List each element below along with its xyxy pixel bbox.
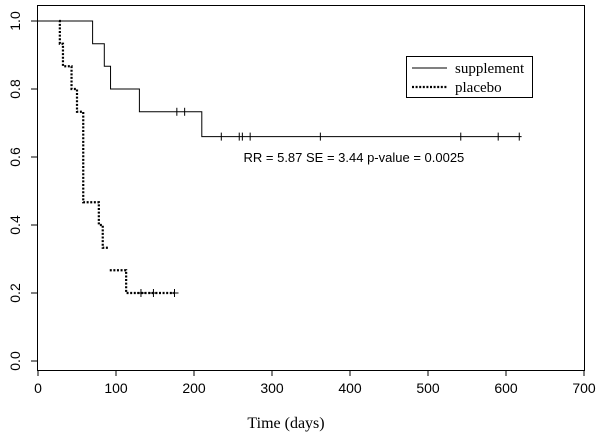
x-tick-label: 400 <box>338 380 362 396</box>
legend-label-placebo: placebo <box>455 80 502 96</box>
censor-mark-placebo <box>170 289 179 297</box>
plot-frame <box>37 5 585 371</box>
y-tick-label: 0.2 <box>7 283 23 303</box>
censor-mark-placebo <box>136 289 145 297</box>
y-tick-label: 0.4 <box>7 215 23 235</box>
x-tick-label: 700 <box>572 380 596 396</box>
y-tick-label: 0.0 <box>7 351 23 371</box>
censor-mark-placebo <box>149 289 158 297</box>
series-line-placebo-tail <box>109 269 175 295</box>
series-line-placebo <box>58 19 109 249</box>
x-tick-label: 500 <box>416 380 440 396</box>
y-tick-label: 0.6 <box>7 147 23 167</box>
x-tick-label: 100 <box>104 380 128 396</box>
legend-label-supplement: supplement <box>455 61 525 77</box>
x-axis-title: Time (days) <box>247 415 324 432</box>
y-axis: 0.0 0.2 0.4 0.6 0.8 1.0 <box>7 11 37 371</box>
y-tick-label: 0.8 <box>7 79 23 99</box>
x-tick-label: 0 <box>34 380 42 396</box>
y-tick-label: 1.0 <box>7 11 23 31</box>
x-axis: 0 100 200 300 400 500 600 700 <box>34 370 596 396</box>
legend: supplement placebo <box>406 56 533 98</box>
legend-box <box>406 56 533 98</box>
x-tick-label: 300 <box>260 380 284 396</box>
series-layer <box>38 19 522 297</box>
stats-annotation: RR = 5.87 SE = 3.44 p-value = 0.0025 <box>244 150 465 165</box>
x-tick-label: 200 <box>182 380 206 396</box>
series-line-supplement <box>38 20 522 138</box>
x-tick-label: 600 <box>494 380 518 396</box>
